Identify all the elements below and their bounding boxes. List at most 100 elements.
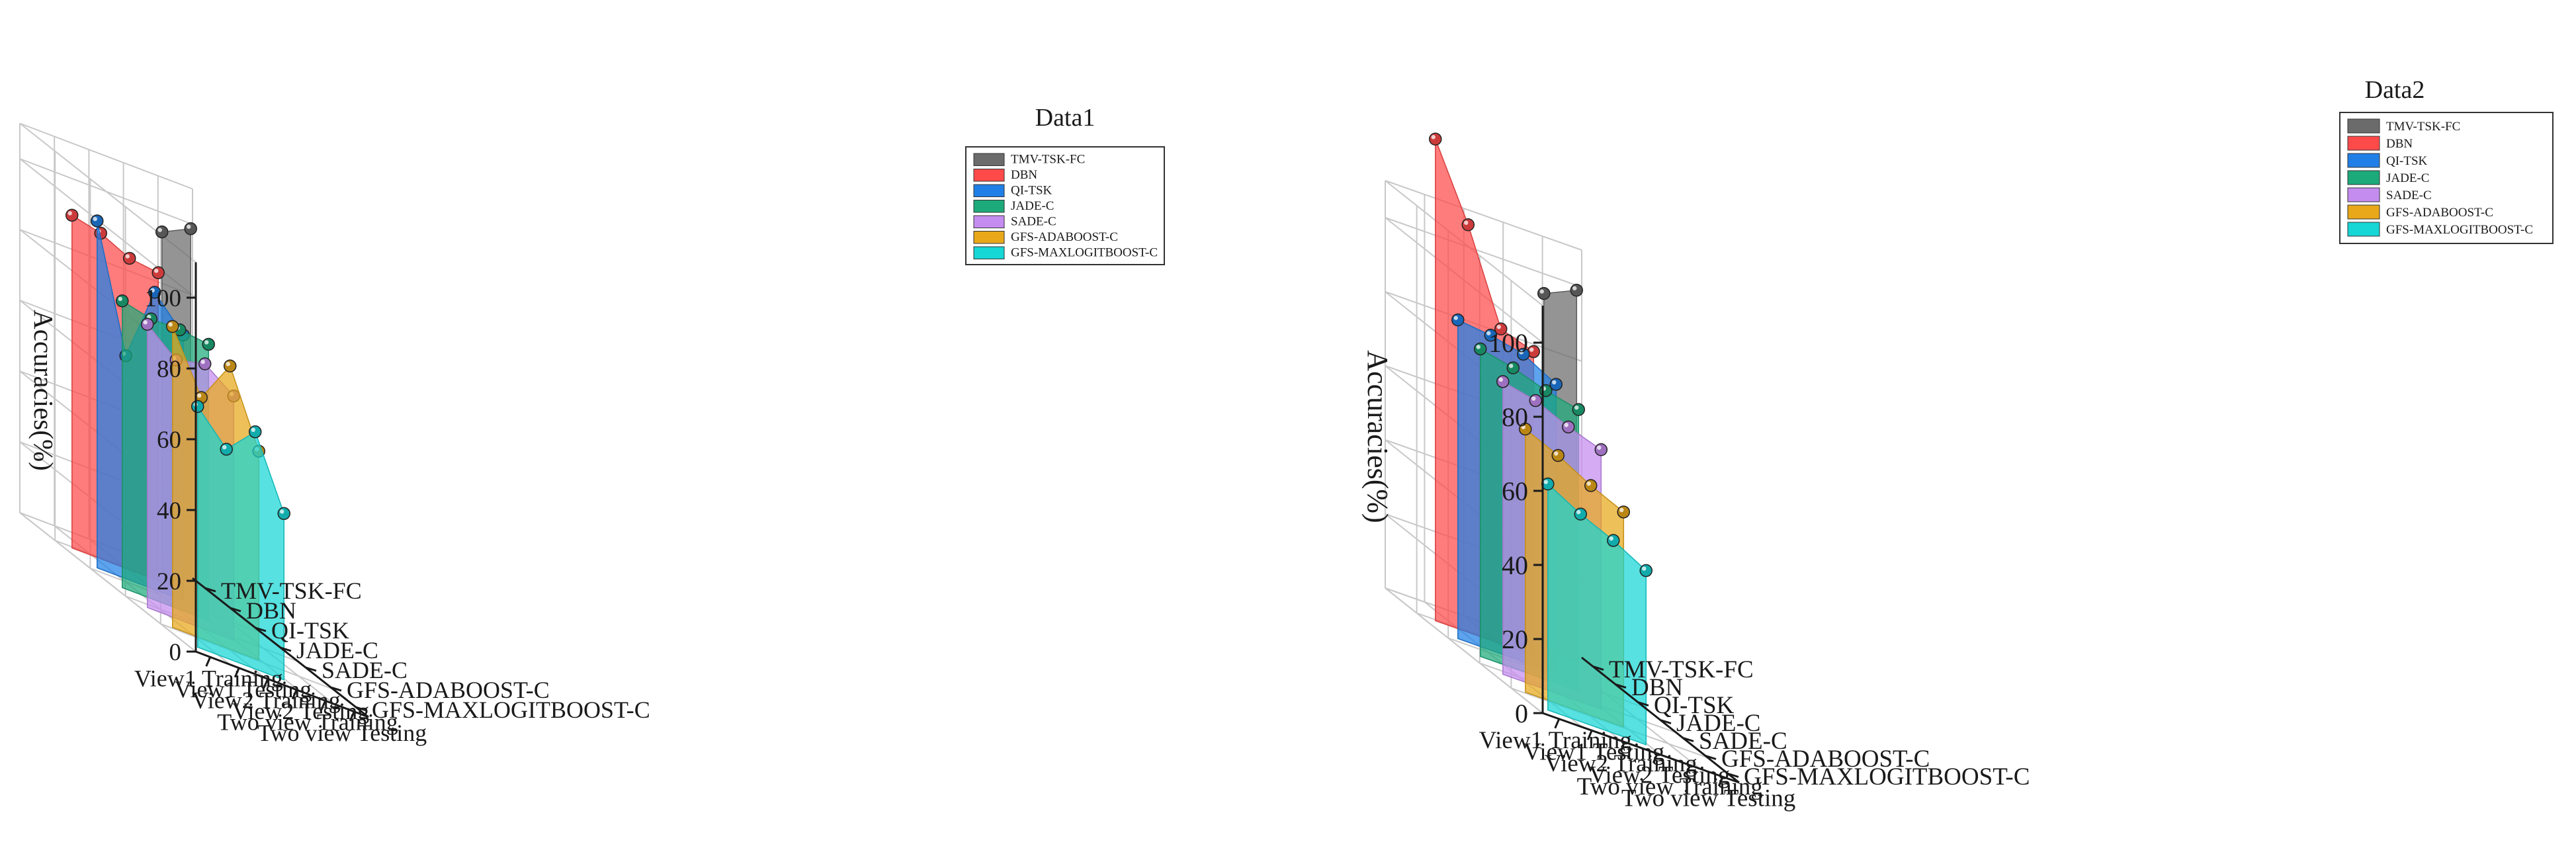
x-tick-label: Two view Training bbox=[217, 708, 398, 735]
data-point-highlight bbox=[187, 224, 191, 229]
data-point-highlight bbox=[1543, 480, 1548, 484]
x-tick-label: View1 Training bbox=[1479, 727, 1632, 754]
legend-label: QI-TSK bbox=[2386, 154, 2428, 168]
legend-swatch bbox=[973, 153, 1005, 166]
x-tick bbox=[205, 656, 212, 667]
y-tick bbox=[230, 607, 241, 613]
axis-title-accuracies: Accuracies(%) bbox=[1361, 350, 1394, 523]
x-tick-label: View2 Testing bbox=[1589, 761, 1730, 789]
data-point-highlight bbox=[154, 269, 159, 273]
data-point-highlight bbox=[150, 288, 155, 293]
data-point bbox=[202, 337, 215, 351]
axis-title-accuracies: Accuracies(%) bbox=[28, 310, 59, 471]
data-point-highlight bbox=[1554, 451, 1559, 456]
z-tick-label: 80 bbox=[157, 356, 181, 383]
data-point-highlight bbox=[222, 445, 227, 450]
y-tick-label: GFS-MAXLOGITBOOST-C bbox=[372, 697, 650, 723]
data-point-highlight bbox=[251, 427, 255, 432]
data-point-highlight bbox=[67, 211, 72, 216]
x-tick bbox=[1717, 776, 1724, 787]
z-tick-label: 0 bbox=[169, 639, 182, 666]
x-tick-label: Two view Testing bbox=[257, 720, 427, 746]
z-tick-label: 100 bbox=[1488, 328, 1528, 358]
x-tick-label: Two view Training bbox=[1577, 773, 1763, 800]
y-tick-label: JADE-C bbox=[296, 637, 378, 663]
data-point bbox=[198, 357, 212, 370]
y-tick-label: TMV-TSK-FC bbox=[221, 578, 362, 604]
data-point-highlight bbox=[280, 509, 284, 514]
y-tick bbox=[280, 646, 292, 652]
z-tick-label: 60 bbox=[157, 427, 181, 454]
data-point-highlight bbox=[1476, 345, 1481, 349]
legend-swatch bbox=[2347, 222, 2380, 237]
data-point bbox=[220, 443, 233, 456]
legend-swatch bbox=[2347, 204, 2380, 220]
y-tick-label: SADE-C bbox=[322, 657, 408, 683]
x-tick bbox=[263, 678, 269, 689]
y-tick bbox=[255, 626, 267, 632]
z-tick-label: 0 bbox=[1515, 699, 1528, 728]
legend-swatch bbox=[973, 200, 1005, 213]
legend-label: TMV-TSK-FC bbox=[1011, 153, 1085, 167]
data-point-highlight bbox=[1486, 331, 1491, 335]
data-point bbox=[1451, 313, 1465, 327]
data-point-highlight bbox=[157, 228, 162, 232]
y-tick-label: TMV-TSK-FC bbox=[1609, 656, 1754, 683]
grid-line bbox=[1385, 587, 1543, 714]
data-point-highlight bbox=[1519, 350, 1524, 355]
data-point-highlight bbox=[1609, 536, 1613, 541]
data-point bbox=[1617, 505, 1630, 519]
series-area bbox=[197, 405, 285, 681]
legend-swatch bbox=[973, 231, 1005, 244]
y-tick bbox=[355, 706, 367, 712]
data-point bbox=[277, 507, 290, 521]
x-tick bbox=[349, 711, 355, 722]
y-tick bbox=[1705, 755, 1717, 760]
data-point bbox=[1562, 420, 1575, 434]
data-point-highlight bbox=[197, 393, 202, 398]
legend-label: GFS-MAXLOGITBOOST-C bbox=[1011, 246, 1158, 260]
data-point bbox=[91, 214, 104, 228]
data-point bbox=[1474, 342, 1487, 356]
x-tick bbox=[234, 667, 240, 678]
data-point-highlight bbox=[1431, 135, 1436, 140]
data-point-highlight bbox=[1576, 509, 1581, 515]
data-point-highlight bbox=[93, 216, 97, 222]
data-point-highlight bbox=[1521, 425, 1525, 429]
series-area bbox=[1547, 482, 1647, 746]
data-point-highlight bbox=[1539, 289, 1544, 294]
data-point bbox=[1461, 218, 1475, 232]
x-tick-label: Two view Testing bbox=[1621, 785, 1795, 812]
data-point bbox=[141, 318, 154, 331]
legend-label: DBN bbox=[2386, 137, 2413, 151]
data-point bbox=[249, 425, 262, 439]
data-point bbox=[1574, 507, 1587, 521]
data-point bbox=[191, 400, 204, 413]
z-tick-label: 20 bbox=[157, 568, 181, 595]
y-tick-label: GFS-ADABOOST-C bbox=[1721, 746, 1930, 773]
data-point-highlight bbox=[1509, 363, 1514, 368]
data-point-highlight bbox=[1642, 566, 1647, 571]
data-point-highlight bbox=[1531, 396, 1536, 401]
legend-label: SADE-C bbox=[1011, 215, 1056, 229]
data-point-highlight bbox=[1453, 316, 1458, 320]
x-axis-line bbox=[195, 650, 369, 718]
y-tick bbox=[1727, 773, 1739, 778]
x-tick bbox=[1652, 753, 1658, 763]
chart-title: Data2 bbox=[2365, 76, 2425, 104]
legend-label: DBN bbox=[1011, 168, 1037, 182]
grid-line bbox=[1385, 217, 1582, 288]
x-tick bbox=[1554, 718, 1561, 729]
legend-swatch bbox=[2347, 136, 2380, 151]
legend-swatch bbox=[2347, 187, 2380, 202]
y-tick bbox=[1682, 737, 1694, 742]
data-point bbox=[1496, 375, 1510, 388]
data-point bbox=[1639, 564, 1653, 578]
data-point bbox=[1584, 479, 1598, 492]
legend-swatch bbox=[2347, 170, 2380, 185]
data-point bbox=[151, 266, 165, 280]
data-point bbox=[155, 225, 169, 239]
